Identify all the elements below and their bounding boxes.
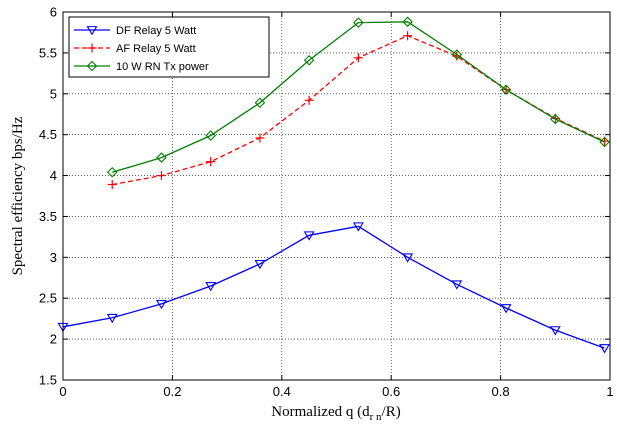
data-point-marker [86,26,98,36]
data-point-marker [107,180,117,190]
series-1 [57,222,610,354]
data-point-marker [303,231,315,241]
data-point-marker [87,43,97,53]
data-point-marker [451,280,463,290]
y-tick-label: 2.5 [39,291,57,306]
legend-entries: DF Relay 5 Watt AF Relay 5 Watt 10 W RN Tx… [74,25,209,73]
x-axis-label: Normalized q (dr n/R) [271,404,400,423]
legend-entry: DF Relay 5 Watt [74,25,196,37]
legend-label: DF Relay 5 Watt [116,25,196,37]
data-point-marker [304,95,314,105]
x-tick-label: 0.2 [163,384,181,399]
data-point-marker [205,130,216,141]
legend-entry: AF Relay 5 Watt [74,43,196,55]
x-tick-label: 0.8 [492,384,510,399]
y-tick-label: 2 [50,332,57,347]
x-tick-label: 0.4 [273,384,291,399]
data-point-marker [451,49,463,60]
x-tick-labels: 0 0.2 0.4 0.6 0.8 1 [59,384,613,399]
y-tick-label: 1.5 [39,373,57,388]
series-layer [57,16,610,354]
legend-box [68,16,270,78]
data-point-marker [86,60,98,72]
data-point-marker [255,133,265,143]
data-point-marker [353,17,364,28]
data-point-marker [106,313,118,324]
y-tick-label: 4.5 [39,127,57,142]
data-point-marker [500,84,512,95]
y-axis-label: Spectral efficiency bps/Hz [10,116,26,275]
y-tick-label: 4 [50,168,57,183]
data-point-marker [500,304,512,314]
data-point-marker [550,113,561,125]
data-point-marker [402,253,414,263]
data-point-marker [206,157,216,167]
y-tick-label: 3 [50,250,57,265]
x-axis-label-main: Normalized q (d [271,404,370,420]
y-tick-labels: 1.5 2 2.5 3 3.5 4 4.5 5 5.5 6 [39,5,57,388]
legend: DF Relay 5 Watt AF Relay 5 Watt 10 W RN Tx… [68,16,270,78]
axis-ticks [62,11,611,381]
data-point-marker [254,259,266,270]
data-point-marker [549,326,561,336]
plot-frame [62,11,611,381]
data-point-marker [205,282,217,292]
x-axis-label-subscript: r n [370,411,382,423]
series-line [112,21,605,173]
data-point-marker [106,167,118,178]
data-point-marker [599,136,610,148]
data-point-marker [156,171,166,181]
data-point-marker [155,300,167,310]
data-point-marker [403,31,413,41]
data-point-marker [599,344,610,354]
series-line [62,225,605,349]
x-tick-label: 0.6 [382,384,400,399]
y-tick-label: 5.5 [39,45,57,60]
y-tick-label: 5 [50,86,57,101]
x-tick-label: 1 [606,384,613,399]
x-tick-label: 0 [59,384,66,399]
legend-label: 10 W RN Tx power [116,61,209,73]
x-axis-label-end: /R) [382,404,401,420]
data-point-marker [254,97,266,109]
data-point-marker [303,54,315,66]
y-tick-label: 3.5 [39,209,57,224]
data-point-marker [352,222,364,232]
data-point-marker [353,53,363,63]
data-point-marker [402,16,413,28]
y-tick-label: 6 [50,5,57,20]
legend-label: AF Relay 5 Watt [116,43,196,55]
data-point-marker [156,152,167,163]
series-3 [106,16,610,178]
legend-entry: 10 W RN Tx power [74,60,209,73]
